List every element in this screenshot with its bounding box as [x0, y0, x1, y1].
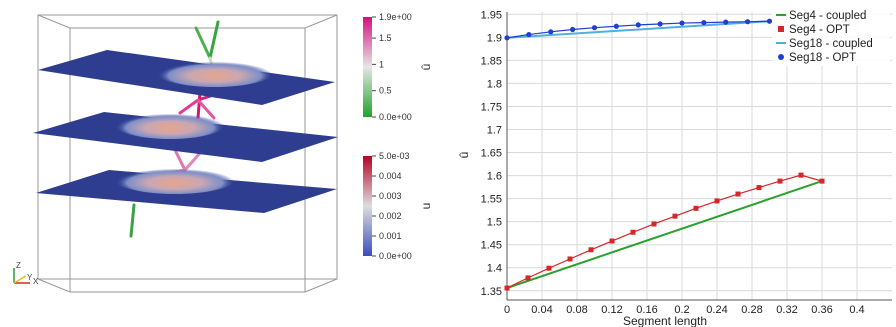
legend-entry-seg4-opt: Seg4 - OPT — [789, 24, 850, 36]
data-point-seg4-opt — [588, 247, 594, 253]
data-point-seg18-opt — [766, 18, 773, 24]
data-point-seg18-opt — [504, 35, 510, 41]
data-point-seg4-opt — [798, 172, 804, 178]
x-tick-label: 0.04 — [531, 304, 552, 316]
data-point-seg4-opt — [525, 275, 531, 281]
x-tick-label: 0.08 — [566, 304, 587, 316]
triad-x-label: X — [33, 277, 39, 286]
colorbar-u-tick-label: 0.003 — [379, 191, 402, 201]
colorbar-uhat-title: û — [419, 64, 433, 71]
data-point-seg4-opt — [819, 178, 825, 184]
data-point-seg4-opt — [693, 205, 699, 211]
x-tick-label: 0.4 — [849, 304, 864, 316]
colorbar-u-title: u — [419, 203, 433, 210]
colorbar-u-tick-label: 0.002 — [379, 211, 402, 221]
colorbar-u: 5.0e-03 0.004 0.003 0.002 0.001 0.0e+00 u — [363, 151, 433, 261]
data-point-seg4-opt — [567, 256, 573, 262]
x-tick-label: 0.28 — [741, 304, 762, 316]
y-tick-label: 1.65 — [481, 148, 502, 160]
x-tick-label: 0.32 — [776, 304, 797, 316]
data-point-seg4-opt — [609, 238, 615, 244]
data-point-seg4-opt — [672, 213, 678, 219]
data-point-seg4-opt — [630, 229, 636, 235]
y-tick-label: 1.85 — [481, 55, 502, 67]
data-point-seg18-opt — [570, 26, 576, 33]
x-axis-label: Segment length — [623, 314, 707, 327]
data-point-seg18-opt — [701, 19, 707, 26]
legend-entry-seg18-coupled: Seg18 - coupled — [789, 38, 873, 50]
colorbar-uhat-tick-label: 0.0e+00 — [379, 112, 412, 122]
data-point-seg18-opt — [635, 22, 641, 28]
colorbar-uhat-tick-label: 1.9e+00 — [379, 12, 412, 22]
data-point-seg4-opt — [777, 178, 783, 184]
y-tick-label: 1.8 — [487, 78, 502, 90]
bounding-box — [37, 14, 338, 293]
data-point-seg4-opt — [651, 221, 657, 227]
legend-entry-seg18-opt: Seg18 - OPT — [789, 52, 856, 64]
chart-legend: Seg4 - coupled Seg4 - OPT Seg18 - coupled S… — [772, 6, 890, 66]
y-tick-label: 1.95 — [481, 9, 502, 21]
3d-visualization: Z Y X 1.9e+00 1.5 1 0.5 0.0e+00 û 5.0e-03 0.0… — [13, 12, 433, 293]
colorbar-u-tick-label: 0.0e+00 — [379, 251, 412, 261]
data-point-seg18-opt — [591, 25, 598, 31]
y-axis-label: û — [457, 152, 471, 159]
chart-axes — [506, 12, 892, 301]
slice-plane-top — [38, 50, 335, 105]
legend-entry-seg4-coupled: Seg4 - coupled — [789, 10, 866, 22]
colorbar-uhat-tick-label: 1 — [379, 59, 384, 69]
colorbar-u-tick-label: 0.001 — [379, 231, 402, 241]
data-point-seg18-opt — [657, 21, 663, 27]
data-point-seg18-opt — [723, 19, 729, 25]
y-axis-ticks: 1.35 1.4 1.45 1.5 1.55 1.6 1.65 1.7 1.75 1.8 1.85 1… — [481, 9, 502, 297]
series-line-seg4-opt — [506, 174, 823, 289]
data-point-seg18-opt — [613, 23, 619, 29]
triad-z-label: Z — [16, 261, 21, 270]
colorbar-uhat-bar — [363, 17, 372, 117]
x-tick-label: 0.2 — [674, 304, 689, 316]
data-point-seg18-opt — [548, 29, 554, 35]
data-point-seg4-opt — [756, 185, 762, 191]
data-point-seg18-opt — [679, 20, 685, 26]
data-point-seg18-opt — [526, 31, 532, 38]
x-axis-ticks: 0 0.04 0.08 0.12 0.16 0.2 0.24 0.28 0.32 0.36 0.4 — [504, 304, 865, 316]
colorbar-u-tick-label: 0.004 — [379, 171, 402, 181]
colorbar-uhat: 1.9e+00 1.5 1 0.5 0.0e+00 û — [363, 12, 433, 122]
slice-plane-middle — [33, 111, 338, 162]
y-tick-label: 1.75 — [481, 101, 502, 113]
line-chart: 0 0.04 0.08 0.12 0.16 0.2 0.24 0.28 0.32 0.36 0.4 … — [457, 6, 892, 327]
y-tick-label: 1.55 — [481, 194, 502, 206]
legend-swatch-seg4-opt — [778, 26, 784, 32]
data-point-seg18-opt — [745, 19, 751, 25]
axes-triad: Z Y X — [13, 261, 39, 286]
legend-box — [772, 6, 890, 66]
colorbar-u-tick-label: 5.0e-03 — [379, 151, 410, 161]
y-tick-label: 1.7 — [487, 125, 502, 137]
colorbar-u-bar — [363, 156, 372, 256]
y-tick-label: 1.5 — [487, 217, 502, 229]
y-tick-label: 1.9 — [487, 32, 502, 44]
data-point-seg4-opt — [546, 265, 552, 271]
y-tick-label: 1.45 — [481, 240, 502, 252]
colorbar-uhat-tick-label: 1.5 — [379, 33, 392, 43]
x-tick-label: 0.16 — [636, 304, 657, 316]
legend-swatch-seg18-opt — [778, 54, 784, 60]
y-tick-label: 1.4 — [487, 263, 502, 275]
x-tick-label: 0.36 — [811, 304, 832, 316]
series-line-seg4-coupled — [506, 180, 823, 289]
y-tick-label: 1.6 — [487, 171, 502, 183]
x-tick-label: 0.24 — [706, 304, 727, 316]
data-point-seg4-opt — [735, 191, 741, 197]
x-tick-label: 0 — [504, 304, 510, 316]
colorbar-uhat-tick-label: 0.5 — [379, 86, 392, 96]
slice-plane-bottom — [36, 166, 337, 213]
data-point-seg4-opt — [714, 198, 720, 204]
triad-y-label: Y — [27, 273, 33, 282]
chart-series — [504, 18, 825, 291]
data-point-seg4-opt — [504, 285, 510, 291]
y-tick-label: 1.35 — [481, 286, 502, 298]
x-tick-label: 0.12 — [601, 304, 622, 316]
